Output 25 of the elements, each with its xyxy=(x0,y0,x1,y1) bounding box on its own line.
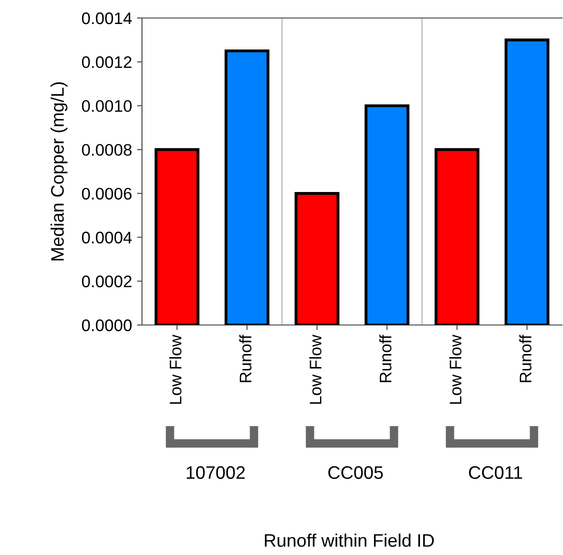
y-tick-label: 0.0006 xyxy=(82,188,132,200)
bar xyxy=(364,104,410,325)
text: Runoff within Field ID xyxy=(264,534,434,547)
y-tick-label: 0.0008 xyxy=(82,144,132,156)
x-tick-label: Low Flow xyxy=(449,334,462,404)
text: CC005 xyxy=(328,466,383,479)
bar xyxy=(294,192,340,325)
bar xyxy=(224,50,270,325)
bar xyxy=(154,148,200,325)
bar xyxy=(504,38,550,325)
x-tick-label: Low Flow xyxy=(169,334,182,404)
text: 107002 xyxy=(186,466,245,479)
y-tick-label: 0.0012 xyxy=(82,56,132,68)
x-tick-label: Runoff xyxy=(519,334,532,382)
x-tick-label: Runoff xyxy=(379,334,392,382)
y-tick-label: 0.0002 xyxy=(82,276,132,288)
text: CC011 xyxy=(468,466,522,479)
y-tick-label: 0.0014 xyxy=(82,12,132,24)
y-tick-label: 0.0000 xyxy=(82,319,132,332)
y-axis-title: Median Copper (mg/L) xyxy=(50,82,68,260)
y-tick-label: 0.0004 xyxy=(82,232,132,244)
y-tick-label: 0.0010 xyxy=(82,100,132,112)
x-tick-label: Runoff xyxy=(239,334,252,382)
x-tick-label: Low Flow xyxy=(309,334,322,404)
bar xyxy=(434,148,480,325)
